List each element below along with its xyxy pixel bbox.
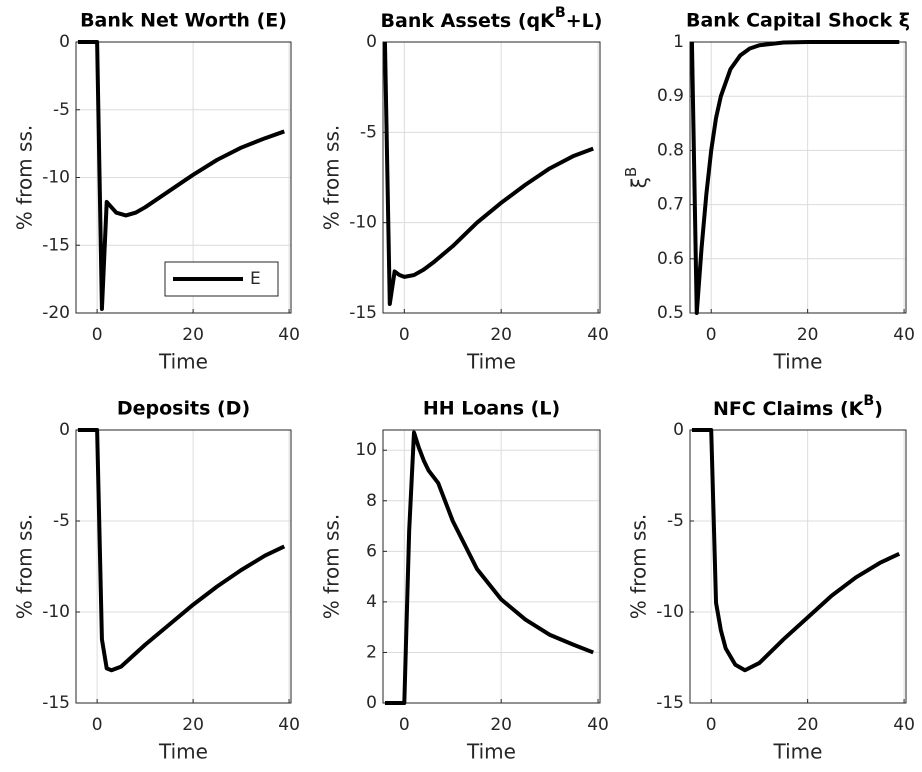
y-axis-label: % from ss. [13, 125, 37, 230]
y-tick-label: 0 [366, 693, 377, 713]
x-axis-label: Time [158, 740, 208, 764]
y-tick-label: 0.5 [657, 303, 684, 323]
subplot-title-part: B [555, 5, 566, 21]
x-tick-label: 0 [92, 325, 103, 345]
subplot: 0 20 40 -15 -10 -5 0 Time [349, 32, 609, 374]
y-tick-label: 0.7 [657, 195, 684, 215]
x-tick-label: 20 [182, 715, 204, 735]
x-tick-label: 40 [587, 715, 609, 735]
y-tick-label: 0 [59, 420, 70, 440]
y-tick-label: 1 [673, 32, 684, 52]
plot-area [690, 42, 906, 313]
y-axis-label-part: ξ [627, 177, 651, 188]
subplot-title: Bank Net Worth (E) [80, 10, 287, 32]
x-tick-label: 40 [587, 325, 609, 345]
x-axis-label: Time [773, 740, 823, 764]
y-tick-label: -5 [667, 511, 684, 531]
subplot-title: NFC Claims (KB) [713, 393, 883, 420]
y-axis-label: % from ss. [320, 514, 344, 619]
subplot-title: Deposits (D) [117, 398, 250, 420]
subplot: 0 20 40 0 2 4 6 8 10 Time [355, 429, 609, 764]
subplot: 0 20 40 -20 -15 -10 -5 0 Time E [42, 32, 300, 374]
y-tick-label: -10 [42, 168, 70, 188]
axes-box [382, 429, 601, 704]
y-axis-label: % from ss. [627, 514, 651, 619]
y-tick-label: 2 [366, 642, 377, 662]
plot-area [383, 42, 600, 313]
legend-label: E [250, 269, 261, 289]
x-tick-label: 40 [893, 325, 915, 345]
line [77, 40, 285, 311]
x-tick-label: 20 [797, 325, 819, 345]
y-tick-label: -5 [53, 100, 70, 120]
x-tick-label: 20 [490, 325, 512, 345]
subplot-title-part: B [863, 393, 874, 409]
axes-box [75, 429, 292, 704]
x-tick-label: 0 [706, 325, 717, 345]
subplot: 0 20 40 -15 -10 -5 0 Time [656, 420, 915, 764]
y-tick-label: 0 [366, 32, 377, 52]
x-tick-label: 20 [797, 715, 819, 735]
y-tick-label: 10 [355, 440, 377, 460]
y-tick-label: 0.9 [657, 86, 684, 106]
y-tick-label: -15 [656, 693, 684, 713]
y-tick-label: 0.6 [657, 249, 684, 269]
y-tick-label: 8 [366, 491, 377, 511]
y-tick-label: -10 [656, 602, 684, 622]
subplot-title-part: Bank Assets (qK [381, 10, 557, 32]
y-tick-label: -15 [42, 693, 70, 713]
x-tick-label: 20 [182, 325, 204, 345]
y-axis-label: ξB [622, 167, 651, 188]
x-tick-label: 0 [399, 715, 410, 735]
line [77, 428, 286, 673]
subplot-title: Bank Capital Shock ξ [686, 10, 910, 32]
x-axis-label: Time [158, 350, 208, 374]
y-tick-label: 0.8 [657, 140, 684, 160]
x-tick-label: 0 [92, 715, 103, 735]
axes-box [382, 41, 601, 314]
x-tick-label: 40 [278, 325, 300, 345]
x-tick-label: 40 [278, 715, 300, 735]
plot-area [383, 430, 600, 703]
subplot-title-part: +L) [566, 10, 603, 32]
subplot: 0 20 40 -15 -10 -5 0 Time [42, 420, 300, 764]
subplot-title: HH Loans (L) [423, 398, 560, 420]
y-tick-label: -10 [349, 213, 377, 233]
x-tick-label: 40 [893, 715, 915, 735]
x-tick-label: 20 [490, 715, 512, 735]
axes-box [689, 429, 907, 704]
x-tick-label: 0 [399, 325, 410, 345]
plot-area [690, 430, 906, 703]
subplot-title: Bank Assets (qKB+L) [381, 5, 603, 32]
y-tick-label: 0 [673, 420, 684, 440]
x-axis-label: Time [773, 350, 823, 374]
line [384, 430, 594, 705]
y-tick-label: -10 [42, 602, 70, 622]
plot-area [76, 430, 291, 703]
x-axis-label: Time [466, 350, 516, 374]
subplot-title-part: ) [874, 398, 883, 420]
subplot: 0 20 40 0.5 0.6 0.7 0.8 0.9 1 Time [657, 32, 915, 374]
y-tick-label: -15 [349, 303, 377, 323]
y-axis-label: % from ss. [13, 514, 37, 619]
y-tick-label: -15 [42, 235, 70, 255]
y-tick-label: 4 [366, 592, 377, 612]
line [691, 428, 901, 673]
y-axis-label-part: B [622, 167, 640, 177]
y-tick-label: -5 [53, 511, 70, 531]
line [382, 41, 594, 306]
x-tick-label: 0 [706, 715, 717, 735]
axes-box [75, 41, 292, 314]
y-tick-label: 0 [59, 32, 70, 52]
y-tick-label: 6 [366, 541, 377, 561]
line [689, 40, 900, 315]
x-axis-label: Time [466, 740, 516, 764]
subplot-title-part: NFC Claims (K [713, 398, 865, 420]
y-axis-label: % from ss. [320, 125, 344, 230]
y-tick-label: -20 [42, 303, 70, 323]
y-tick-label: -5 [360, 122, 377, 142]
